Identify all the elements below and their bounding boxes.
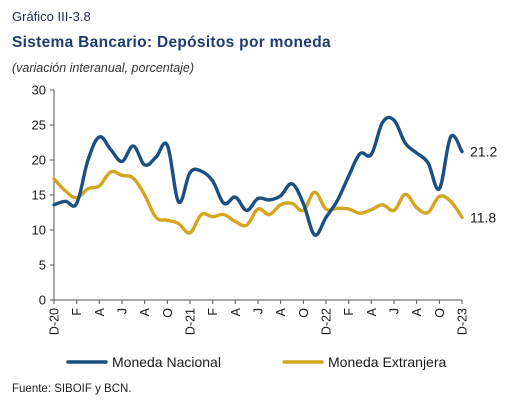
y-tick-label: 10 xyxy=(32,223,46,238)
x-tick-label: D-22 xyxy=(320,308,334,335)
x-tick-label: D-21 xyxy=(184,308,198,335)
y-axis: 0 5 10 15 20 25 30 xyxy=(32,83,55,308)
x-tick-label: O xyxy=(297,308,311,318)
x-tick-label: F xyxy=(342,308,356,316)
chart-label: Gráfico III-3.8 xyxy=(12,9,91,24)
chart-title: Sistema Bancario: Depósitos por moneda xyxy=(12,34,331,51)
series-moneda-extranjera-line xyxy=(52,169,464,235)
series-moneda-extranjera-legend-label: Moneda Extranjera xyxy=(328,354,447,370)
y-tick-label: 30 xyxy=(32,83,46,98)
y-tick-label: 0 xyxy=(39,293,46,308)
y-tick-label: 20 xyxy=(32,153,46,168)
legend: Moneda Nacional Moneda Extranjera xyxy=(66,354,447,370)
end-labels: 21.2 11.8 xyxy=(470,144,497,226)
x-tick-label: O xyxy=(433,308,447,318)
x-axis: D-20 F A J A O D-21 F A J A O D-22 F A J A O D-23 xyxy=(48,299,470,335)
y-tick-label: 15 xyxy=(32,188,46,203)
x-tick-label: F xyxy=(70,308,84,316)
x-tick-label: A xyxy=(229,307,243,316)
x-tick-label: J xyxy=(116,308,130,314)
x-tick-label: J xyxy=(388,308,402,314)
series-lines xyxy=(52,115,464,237)
x-tick-label: A xyxy=(365,307,379,316)
x-tick-label: A xyxy=(93,307,107,316)
series-moneda-extranjera-end-label: 11.8 xyxy=(470,209,496,225)
series-moneda-nacional-line xyxy=(52,115,464,237)
series-moneda-nacional-legend-label: Moneda Nacional xyxy=(112,354,221,370)
chart-subtitle: (variación interanual, porcentaje) xyxy=(12,61,195,75)
y-tick-label: 5 xyxy=(39,258,46,273)
x-tick-label: J xyxy=(252,308,266,314)
x-tick-label: A xyxy=(274,307,288,316)
x-tick-label: O xyxy=(161,308,175,318)
source-note: Fuente: SIBOIF y BCN. xyxy=(12,383,132,395)
series-moneda-nacional-end-label: 21.2 xyxy=(470,144,497,160)
x-tick-label: A xyxy=(410,307,424,316)
x-tick-label: D-23 xyxy=(456,308,470,335)
x-tick-label: D-20 xyxy=(48,308,62,335)
y-tick-label: 25 xyxy=(32,118,46,133)
x-tick-label: A xyxy=(138,307,152,316)
x-tick-label: F xyxy=(206,308,220,316)
